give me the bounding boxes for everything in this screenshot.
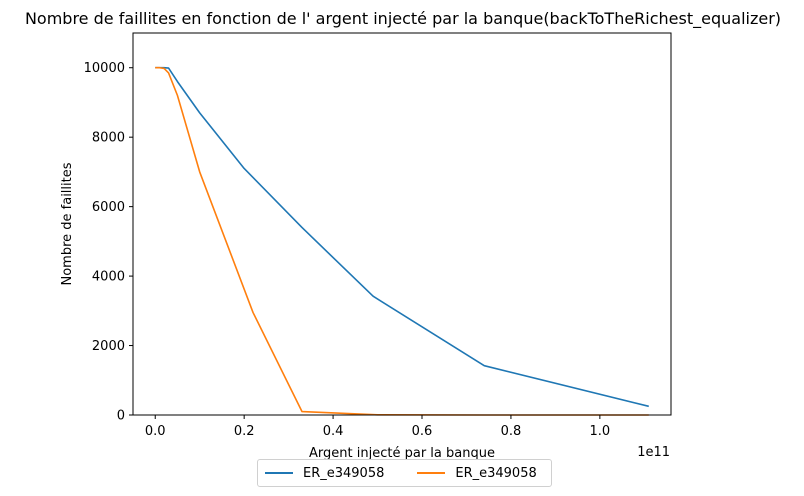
y-tick-label: 8000 bbox=[92, 131, 125, 146]
x-tick-label: 0.4 bbox=[323, 424, 344, 439]
plot-lines bbox=[155, 66, 649, 416]
x-axis-ticks: 0.0 0.2 0.4 0.6 0.8 1.0 bbox=[145, 415, 610, 439]
series-line-1 bbox=[155, 66, 649, 408]
x-tick-label: 0.8 bbox=[501, 424, 522, 439]
x-tick-label: 0.6 bbox=[412, 424, 433, 439]
legend-line-series-2 bbox=[417, 472, 446, 474]
y-tick-label: 4000 bbox=[92, 270, 125, 285]
series-line-2 bbox=[155, 66, 649, 416]
y-tick-label: 2000 bbox=[92, 339, 125, 354]
y-axis-label: Nombre de faillites bbox=[60, 162, 75, 285]
x-axis-label: Argent injecté par la banque bbox=[309, 446, 495, 461]
x-tick-label: 1.0 bbox=[590, 424, 611, 439]
legend-label-series-2: ER_e349058 bbox=[455, 465, 537, 481]
legend-line-series-1 bbox=[265, 472, 293, 474]
legend-label-series-1: ER_e349058 bbox=[303, 465, 385, 481]
legend-item-series-1: ER_e349058 bbox=[265, 466, 384, 481]
x-tick-label: 0.2 bbox=[234, 424, 255, 439]
y-tick-label: 10000 bbox=[84, 61, 125, 76]
x-axis-offset-label: 1e11 bbox=[637, 445, 670, 460]
y-tick-label: 0 bbox=[117, 409, 125, 424]
chart-title: Nombre de faillites en fonction de l' ar… bbox=[25, 9, 781, 29]
legend-item-series-2: ER_e349058 bbox=[417, 465, 537, 481]
y-tick-label: 6000 bbox=[92, 200, 125, 215]
plot-area-frame bbox=[132, 32, 672, 416]
y-axis-ticks: 0 2000 4000 6000 8000 10000 bbox=[84, 61, 133, 424]
legend: ER_e349058 ER_e349058 bbox=[257, 459, 552, 487]
x-tick-label: 0.0 bbox=[145, 424, 166, 439]
